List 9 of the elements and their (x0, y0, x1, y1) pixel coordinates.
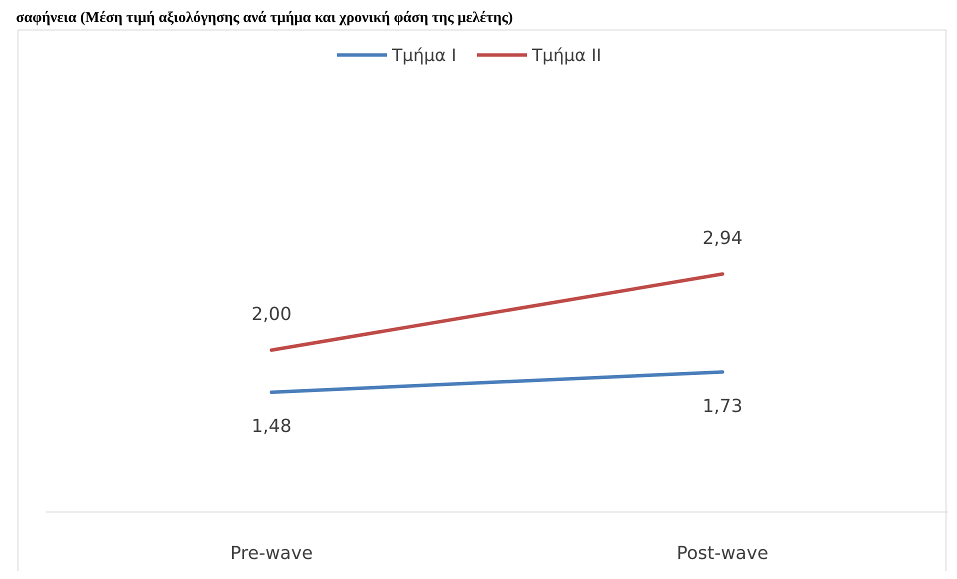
data-label: 2,94 (702, 228, 743, 249)
data-label: 2,00 (251, 304, 292, 326)
legend-label: Τμήμα II (531, 46, 602, 66)
chart-title: σαφήνεια (Μέση τιμή αξιολόγησης ανά τμήμα και χρονική φάση της μελέτης) (16, 10, 513, 26)
data-label: 1,73 (702, 396, 743, 417)
x-tick-label: Post-wave (676, 543, 768, 564)
data-label: 1,48 (251, 416, 292, 438)
x-tick-label: Pre-wave (230, 543, 313, 564)
legend-label: Τμήμα I (391, 46, 456, 66)
